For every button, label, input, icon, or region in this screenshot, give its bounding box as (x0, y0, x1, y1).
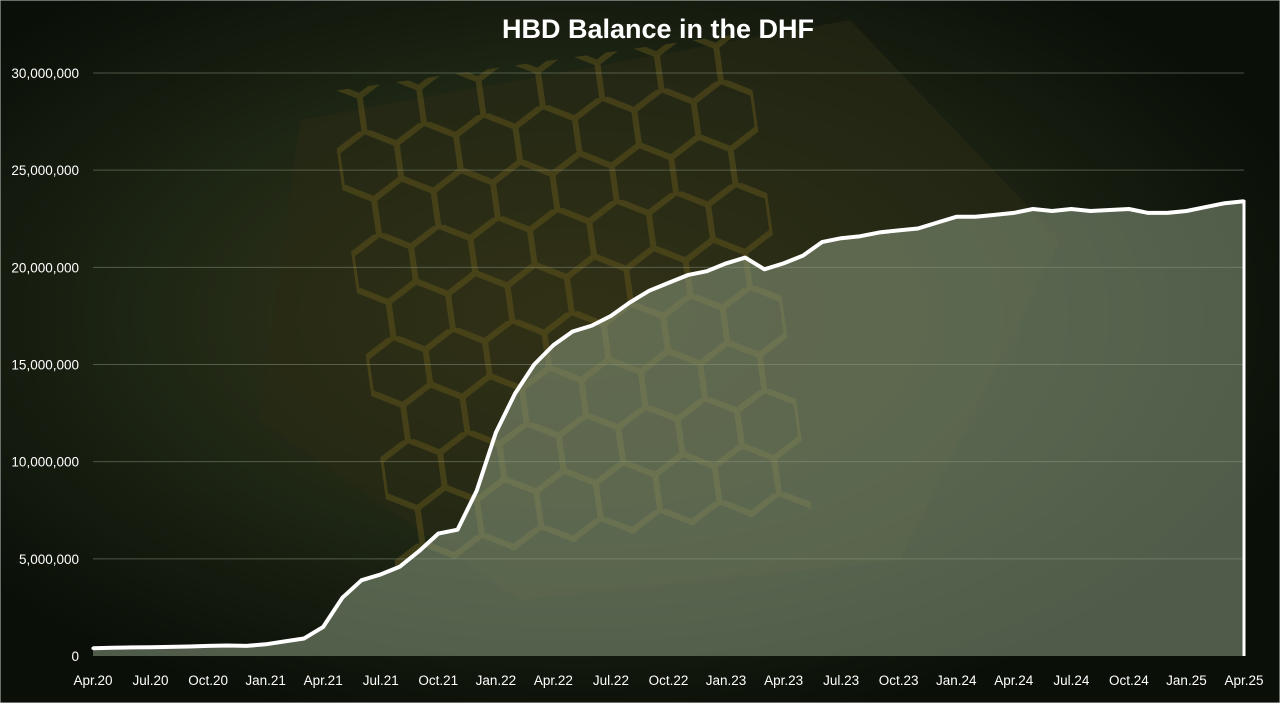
data-point (897, 228, 901, 233)
data-point (628, 300, 632, 304)
x-tick-label: Jul.20 (133, 673, 169, 688)
data-point (302, 636, 306, 641)
data-point (551, 343, 556, 347)
x-tick-label: Jul.22 (593, 673, 629, 688)
x-tick-label: Apr.21 (304, 673, 343, 688)
x-tick-label: Oct.21 (418, 673, 458, 688)
x-tick-label: Oct.24 (1109, 673, 1149, 688)
data-point (724, 261, 728, 266)
x-tick-label: Jul.24 (1053, 673, 1090, 688)
data-point (609, 314, 613, 318)
data-point (359, 578, 364, 582)
data-point (321, 625, 325, 629)
x-tick-label: Jan.25 (1166, 673, 1207, 688)
x-tick-label: Jan.24 (936, 673, 977, 688)
data-point (935, 221, 939, 225)
data-point (877, 230, 882, 234)
y-tick-label: 30,000,000 (11, 66, 79, 81)
data-point (148, 645, 153, 649)
data-point (916, 226, 920, 231)
data-points (91, 199, 1246, 650)
data-point (494, 430, 498, 435)
x-tick-label: Jan.23 (706, 673, 747, 688)
data-point (666, 281, 671, 285)
x-tick-label: Apr.25 (1224, 673, 1263, 688)
y-tick-label: 25,000,000 (11, 163, 79, 178)
x-tick-label: Oct.20 (188, 673, 228, 688)
data-point (782, 261, 786, 266)
y-tick-label: 5,000,000 (19, 552, 79, 567)
data-point (379, 572, 383, 576)
data-point (168, 645, 172, 649)
data-point (398, 565, 402, 569)
data-point (1012, 211, 1016, 215)
y-axis-tick-labels: 0 5,000,000 10,000,000 15,000,000 20,000,000… (11, 66, 79, 664)
data-point (436, 531, 440, 536)
x-tick-label: Jan.21 (245, 673, 286, 688)
y-tick-label: 10,000,000 (11, 455, 79, 470)
data-point (187, 644, 191, 649)
x-tick-label: Apr.24 (994, 673, 1034, 688)
data-point (244, 644, 249, 648)
data-point (743, 256, 747, 260)
y-tick-label: 20,000,000 (11, 260, 79, 275)
data-point (1031, 207, 1035, 211)
data-point (475, 489, 479, 493)
y-tick-label: 0 (71, 649, 79, 664)
data-point (1146, 211, 1150, 215)
x-tick-label: Apr.23 (764, 673, 803, 688)
chart-title: HBD Balance in the DHF (502, 14, 814, 44)
data-point (1223, 201, 1227, 205)
data-point (1204, 205, 1208, 209)
data-point (820, 240, 824, 244)
data-point (129, 645, 133, 650)
x-tick-label: Jul.21 (363, 673, 399, 688)
data-point (532, 362, 536, 367)
data-point (705, 269, 709, 273)
data-point (839, 236, 843, 240)
data-point (954, 215, 958, 219)
data-point (1069, 207, 1073, 211)
data-point (762, 267, 767, 271)
data-point (340, 596, 344, 600)
data-point (801, 254, 805, 258)
data-point (110, 646, 114, 650)
x-tick-label: Jan.22 (476, 673, 517, 688)
data-point (1108, 208, 1112, 212)
data-point (206, 644, 210, 648)
x-tick-label: Jul.23 (823, 673, 859, 688)
data-point (973, 215, 978, 219)
data-point (264, 642, 268, 646)
data-point (647, 289, 651, 293)
data-point (1127, 207, 1131, 211)
data-point (590, 324, 594, 328)
data-point (91, 646, 95, 650)
y-tick-label: 15,000,000 (11, 358, 79, 373)
data-point (570, 329, 575, 334)
data-point (1184, 209, 1189, 213)
x-tick-label: Apr.20 (73, 673, 112, 688)
data-point (686, 273, 690, 277)
x-axis-tick-labels: Apr.20 Jul.20 Oct.20 Jan.21 Apr.21 Jul.21 Oct.… (73, 673, 1263, 688)
data-point (225, 643, 229, 648)
x-tick-label: Oct.23 (879, 673, 919, 688)
data-point (283, 639, 287, 644)
data-point (513, 392, 517, 396)
data-point (1088, 209, 1093, 213)
x-tick-label: Oct.22 (649, 673, 689, 688)
data-point (858, 234, 862, 238)
data-point (455, 528, 460, 532)
x-tick-label: Apr.22 (534, 673, 573, 688)
data-point (993, 213, 997, 217)
data-point (417, 549, 421, 553)
data-point (1050, 209, 1054, 213)
area-fill (93, 201, 1244, 657)
data-point (1165, 211, 1169, 215)
